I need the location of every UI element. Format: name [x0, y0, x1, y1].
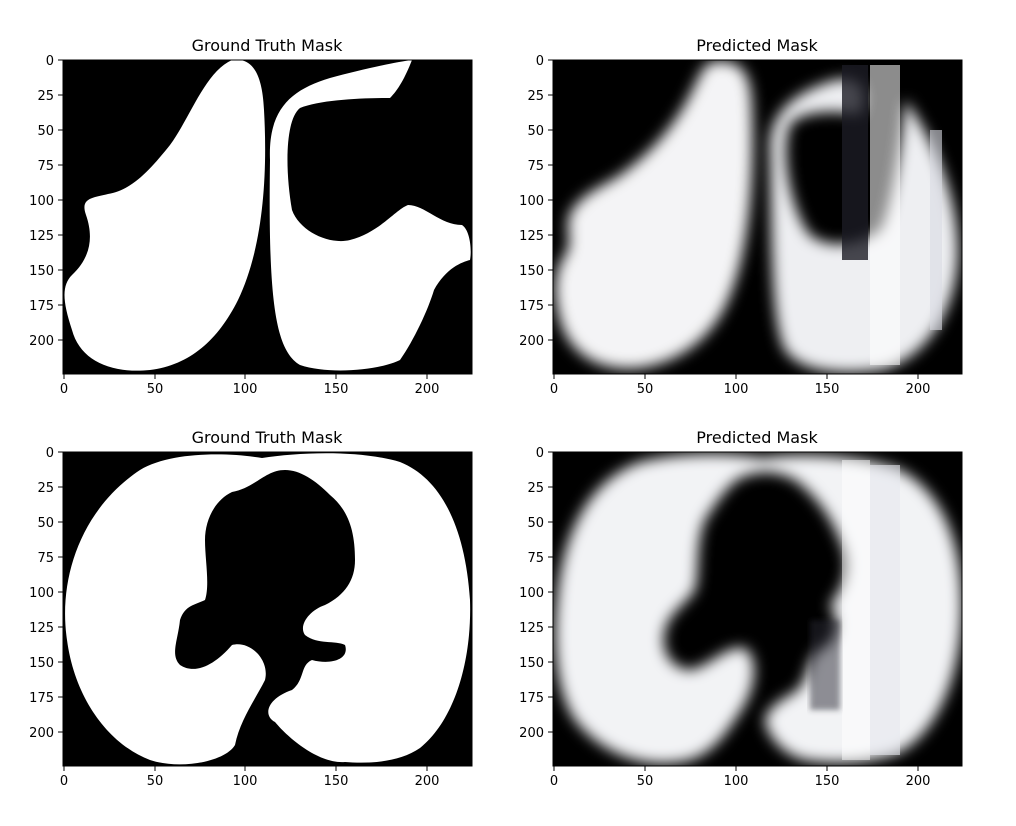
x-tick-label: 50 [147, 774, 164, 789]
y-tick-label: 50 [37, 124, 54, 139]
x-tick-label: 200 [906, 382, 931, 397]
y-tick-label: 200 [519, 334, 544, 349]
x-axis: 0 50 100 150 200 [550, 766, 931, 789]
panel-title: Ground Truth Mask [192, 428, 344, 447]
axes-frame [62, 59, 473, 375]
panel-predicted-top: Predicted Mask 0 50 100 150 200 [519, 36, 963, 397]
x-axis: 0 50 100 150 200 [550, 374, 931, 397]
axes-frame [62, 451, 473, 767]
panel-title: Predicted Mask [696, 428, 818, 447]
y-tick-label: 125 [29, 621, 54, 636]
mask-image [63, 60, 472, 374]
y-tick-label: 150 [519, 264, 544, 279]
y-tick-label: 150 [519, 656, 544, 671]
x-tick-label: 200 [415, 382, 440, 397]
panel-predicted-bottom: Predicted Mask 0 50 100 150 200 [519, 428, 963, 789]
x-axis: 0 50 100 150 200 [60, 374, 440, 397]
x-tick-label: 150 [324, 382, 349, 397]
y-tick-label: 125 [29, 229, 54, 244]
right-lung-region [269, 60, 471, 371]
x-tick-label: 0 [550, 774, 558, 789]
y-tick-label: 100 [519, 194, 544, 209]
x-tick-label: 100 [233, 774, 258, 789]
axes-frame [552, 451, 963, 767]
y-tick-label: 50 [527, 516, 544, 531]
y-axis: 0 25 50 75 100 125 150 175 200 [29, 446, 63, 741]
x-tick-label: 150 [815, 774, 840, 789]
y-tick-label: 125 [519, 229, 544, 244]
mask-image [63, 452, 472, 766]
y-axis: 0 25 50 75 100 125 150 175 200 [519, 446, 553, 741]
y-tick-label: 100 [29, 586, 54, 601]
panel-title: Ground Truth Mask [192, 36, 344, 55]
y-tick-label: 25 [37, 481, 54, 496]
y-tick-label: 0 [536, 446, 544, 461]
y-tick-label: 200 [519, 726, 544, 741]
y-tick-label: 50 [527, 124, 544, 139]
panel-ground-truth-bottom: Ground Truth Mask 0 50 100 150 200 [29, 428, 473, 789]
y-tick-label: 150 [29, 656, 54, 671]
x-tick-label: 0 [60, 774, 68, 789]
x-tick-label: 50 [637, 382, 654, 397]
y-tick-label: 50 [37, 516, 54, 531]
x-tick-label: 150 [324, 774, 349, 789]
y-tick-label: 75 [37, 159, 54, 174]
lung-fields-region [65, 453, 471, 765]
y-tick-label: 25 [527, 89, 544, 104]
y-tick-label: 175 [29, 691, 54, 706]
y-tick-label: 0 [46, 446, 54, 461]
y-tick-label: 75 [37, 551, 54, 566]
y-tick-label: 175 [29, 299, 54, 314]
y-tick-label: 200 [29, 334, 54, 349]
panel-title: Predicted Mask [696, 36, 818, 55]
y-tick-label: 175 [519, 691, 544, 706]
y-tick-label: 25 [37, 89, 54, 104]
y-tick-label: 125 [519, 621, 544, 636]
y-tick-label: 175 [519, 299, 544, 314]
y-axis: 0 25 50 75 100 125 150 175 200 [29, 54, 63, 349]
x-tick-label: 50 [147, 382, 164, 397]
x-tick-label: 200 [415, 774, 440, 789]
y-tick-label: 0 [46, 54, 54, 69]
x-tick-label: 100 [724, 774, 749, 789]
y-tick-label: 75 [527, 159, 544, 174]
mask-image [553, 60, 962, 374]
x-tick-label: 50 [637, 774, 654, 789]
x-tick-label: 150 [815, 382, 840, 397]
left-lung-region [64, 60, 266, 371]
x-tick-label: 100 [233, 382, 258, 397]
x-tick-label: 0 [60, 382, 68, 397]
y-tick-label: 200 [29, 726, 54, 741]
panel-ground-truth-top: Ground Truth Mask 0 50 100 150 200 [29, 36, 473, 397]
axes-frame [552, 59, 963, 375]
x-tick-label: 200 [906, 774, 931, 789]
y-tick-label: 75 [527, 551, 544, 566]
x-axis: 0 50 100 150 200 [60, 766, 440, 789]
y-tick-label: 100 [29, 194, 54, 209]
y-tick-label: 0 [536, 54, 544, 69]
y-tick-label: 25 [527, 481, 544, 496]
y-tick-label: 150 [29, 264, 54, 279]
y-axis: 0 25 50 75 100 125 150 175 200 [519, 54, 553, 349]
y-tick-label: 100 [519, 586, 544, 601]
mask-image [553, 452, 962, 766]
x-tick-label: 100 [724, 382, 749, 397]
x-tick-label: 0 [550, 382, 558, 397]
